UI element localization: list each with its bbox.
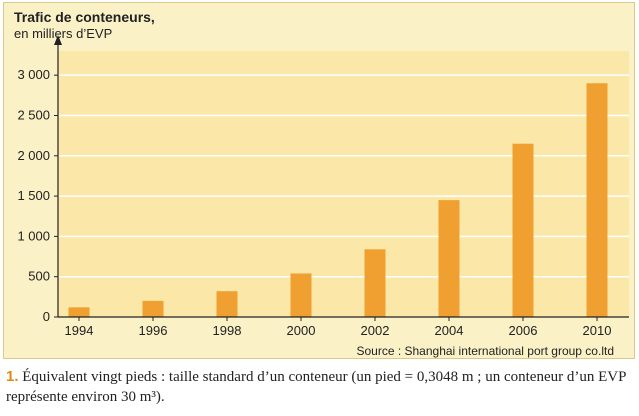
plot-area: [58, 51, 629, 317]
footnote-number: 1.: [6, 368, 19, 385]
plot-background: [58, 51, 629, 317]
source-credit: Source : Shanghai international port gro…: [356, 344, 614, 358]
x-tick-label: 2004: [435, 323, 464, 338]
chart-panel: Trafic de conteneurs, en milliers d’EVP …: [3, 2, 635, 359]
chart-subtitle: en milliers d’EVP: [14, 26, 113, 41]
x-tick-label: 2010: [583, 323, 612, 338]
y-tick-label: 2 000: [17, 148, 50, 163]
gridlines: [58, 74, 629, 278]
y-tick-label: 500: [28, 269, 50, 284]
bar: [216, 291, 238, 317]
bar: [290, 273, 312, 317]
x-tick-labels: 1994 1996 1998 2000 2002 2004 2006 2010: [65, 317, 612, 338]
x-tick-label: 1994: [65, 323, 94, 338]
y-axis-arrow: [54, 35, 62, 45]
y-tick-label: 1 500: [17, 188, 50, 203]
y-tick-label: 3 000: [17, 67, 50, 82]
bar: [512, 143, 534, 317]
bar: [438, 200, 460, 317]
y-tick-label: 1 000: [17, 228, 50, 243]
bar: [586, 83, 608, 317]
y-tick-labels: 0 500 1 000 1 500 2 000 2 500 3 000: [17, 67, 58, 324]
x-tick-label: 1998: [213, 323, 242, 338]
y-tick-label: 0: [43, 309, 50, 324]
x-tick-label: 1996: [139, 323, 168, 338]
bars: [68, 83, 608, 317]
bar: [364, 249, 386, 317]
x-tick-label: 2002: [361, 323, 390, 338]
x-tick-label: 2006: [509, 323, 538, 338]
y-tick-label: 2 500: [17, 107, 50, 122]
x-tick-label: 2000: [287, 323, 316, 338]
chart-title: Trafic de conteneurs,: [14, 9, 155, 25]
footnote: 1. Équivalent vingt pieds : taille stand…: [6, 367, 631, 407]
footnote-text: Équivalent vingt pieds : taille standard…: [6, 369, 626, 405]
bar: [142, 300, 164, 317]
bar: [68, 307, 90, 317]
